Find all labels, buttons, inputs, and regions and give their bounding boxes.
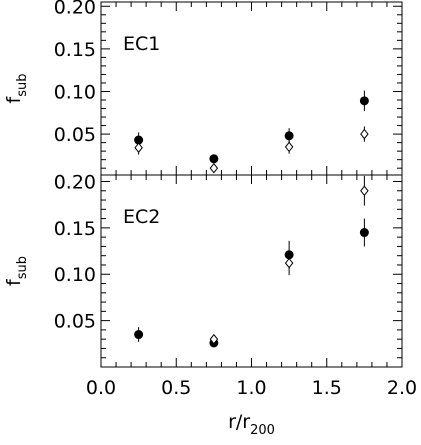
x-tick-label: 1.5 xyxy=(312,377,342,399)
y-tick-label: 0.20 xyxy=(54,171,96,193)
y-axis-label: fsub xyxy=(3,256,30,286)
y-tick-label: 0.20 xyxy=(54,0,96,18)
data-point-filled xyxy=(134,135,144,145)
panel-label: EC1 xyxy=(123,33,160,55)
y-tick-label: 0.10 xyxy=(54,81,96,103)
data-point-open xyxy=(134,142,143,154)
x-tick-label: 1.0 xyxy=(236,377,266,399)
x-axis: 0.0 0.5 1.0 1.5 2.0 r/r200 xyxy=(86,377,417,438)
y-tick-label: 0.15 xyxy=(54,218,96,240)
data-point-open xyxy=(209,333,219,345)
data-point-open xyxy=(209,162,219,174)
data-point-filled xyxy=(284,131,294,141)
y-axis-label: fsub xyxy=(3,74,30,104)
y-tick-label: 0.05 xyxy=(54,311,96,333)
panel-frame xyxy=(100,1,403,176)
data-point-open xyxy=(284,257,294,269)
x-axis-label: r/r200 xyxy=(228,411,275,438)
data-point-filled xyxy=(209,154,219,164)
panel-frame xyxy=(100,174,403,368)
data-point-filled xyxy=(134,330,144,340)
data-point-open xyxy=(360,128,369,140)
y-tick-label: 0.10 xyxy=(54,264,96,286)
data-point-filled xyxy=(359,96,369,106)
x-tick-label: 0.5 xyxy=(161,377,191,399)
x-tick-label: 0.0 xyxy=(86,377,116,399)
data-point-open xyxy=(360,185,369,197)
y-tick-label: 0.05 xyxy=(54,124,96,146)
y-tick-label: 0.15 xyxy=(54,39,96,61)
data-point-filled xyxy=(359,228,369,238)
panel-ec1: 0.05 0.10 0.15 0.20 EC1 fsub xyxy=(3,0,403,176)
x-tick-label: 2.0 xyxy=(387,377,417,399)
panel-label: EC2 xyxy=(123,206,160,228)
panel-ec2: 0.05 0.10 0.15 0.20 EC2 fsub xyxy=(3,171,403,368)
data-point-open xyxy=(284,141,294,153)
